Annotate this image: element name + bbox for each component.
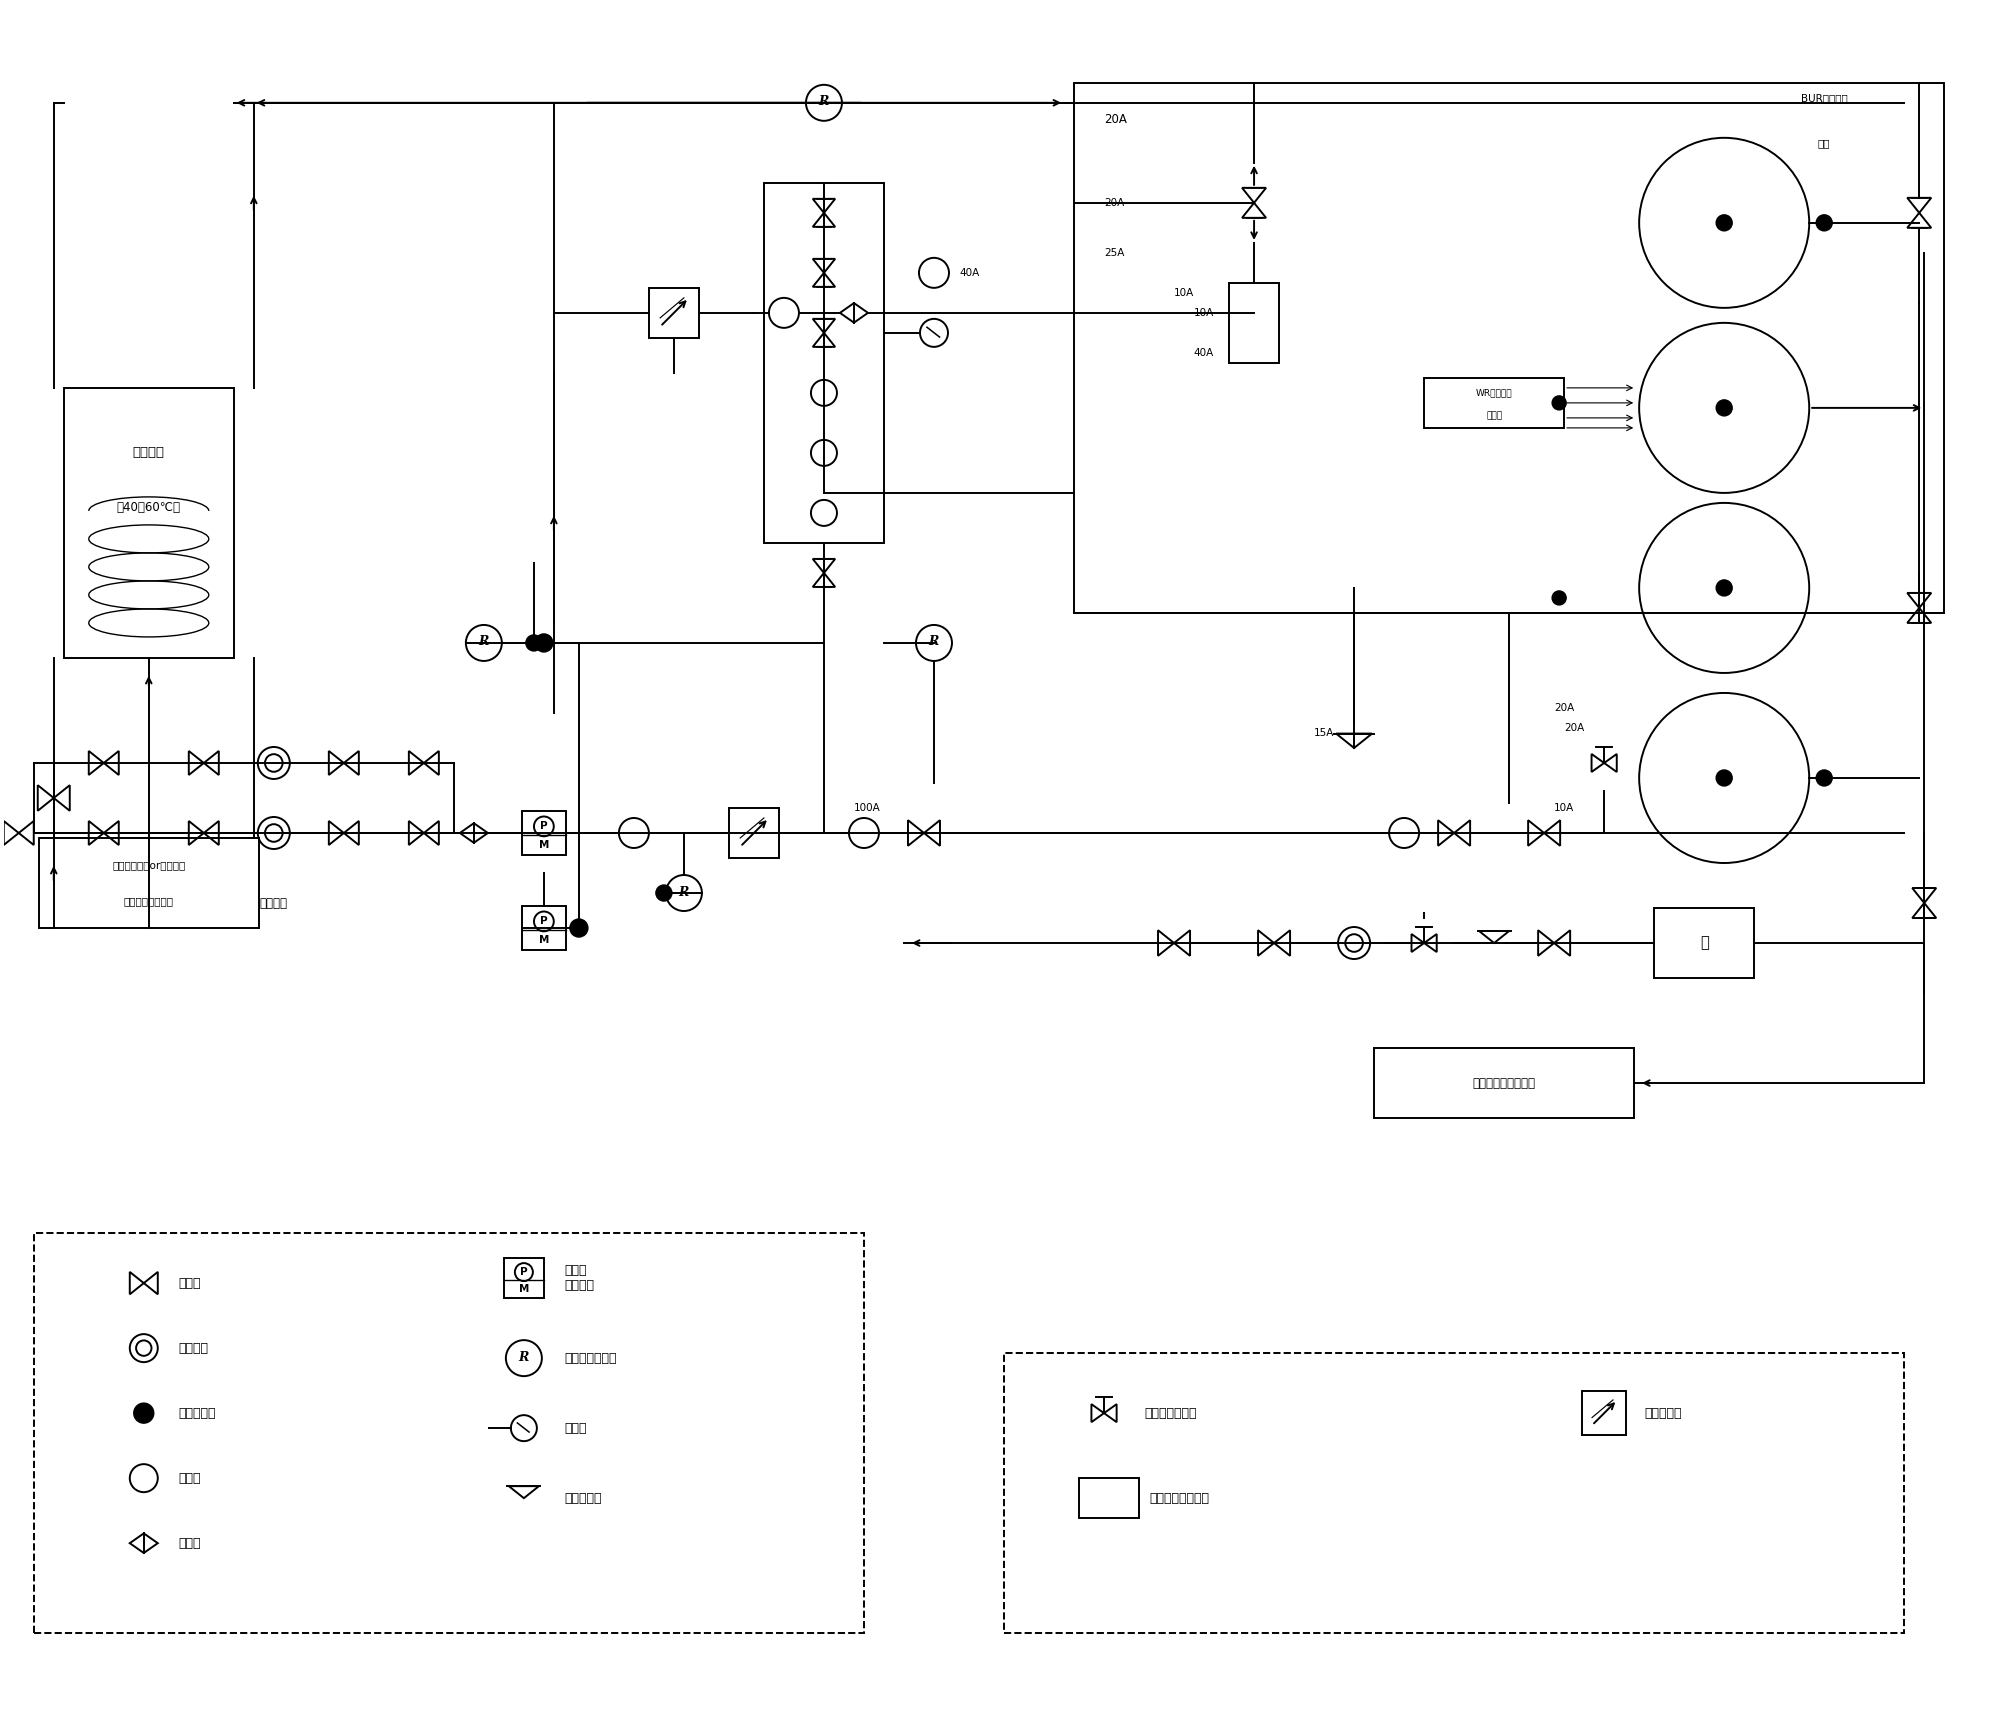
Text: 40A: 40A [959, 268, 979, 278]
Text: 20A: 20A [1104, 197, 1124, 208]
Circle shape [1716, 214, 1732, 232]
Circle shape [1814, 770, 1830, 786]
Text: ピストンバルブ: ピストンバルブ [1144, 1407, 1196, 1419]
Bar [34, 1234, 863, 1634]
Text: 調節バルブ: 調節バルブ [564, 1491, 600, 1505]
Bar [1228, 283, 1278, 362]
Bar [1654, 908, 1754, 978]
Text: 10A: 10A [1553, 803, 1573, 813]
Circle shape [1551, 396, 1565, 410]
Text: R: R [929, 635, 939, 649]
Circle shape [1814, 214, 1830, 232]
Bar [38, 837, 259, 928]
Circle shape [526, 635, 542, 650]
Bar [522, 812, 566, 855]
Bar [1373, 1048, 1634, 1119]
Circle shape [656, 885, 672, 901]
Text: 20A: 20A [1563, 722, 1584, 733]
Bar [1423, 378, 1563, 427]
Text: 加熱ヒーターor蒸気配管: 加熱ヒーターor蒸気配管 [112, 860, 185, 870]
Text: 10A: 10A [1194, 307, 1214, 317]
Text: P: P [540, 820, 548, 831]
Text: フラッシング用蒸気: フラッシング用蒸気 [1471, 1076, 1535, 1090]
Bar [1078, 1477, 1138, 1519]
Bar [763, 184, 883, 542]
Text: （40〜60℃）: （40〜60℃） [116, 501, 181, 515]
Text: フィルタ: フィルタ [179, 1342, 209, 1354]
Text: BURセンター: BURセンター [1800, 93, 1846, 103]
Text: WRセンター: WRセンター [1475, 388, 1511, 398]
Circle shape [1716, 400, 1732, 415]
Text: レリーフバルブ: レリーフバルブ [564, 1352, 616, 1364]
Bar [648, 288, 698, 338]
Text: R: R [478, 635, 490, 649]
Text: フィルタ: フィルタ [259, 896, 287, 909]
Text: P: P [520, 1266, 528, 1277]
Circle shape [134, 1404, 155, 1423]
Text: 100A: 100A [853, 803, 881, 813]
Text: ３方電磁弁: ３方電磁弁 [1644, 1407, 1680, 1419]
Circle shape [570, 920, 588, 937]
Text: 逆止弁: 逆止弁 [179, 1538, 201, 1550]
Text: M: M [538, 935, 548, 946]
Text: R: R [819, 96, 829, 108]
Text: P: P [540, 916, 548, 927]
Text: （粘度定常維持）: （粘度定常維持） [124, 896, 175, 906]
Bar [522, 906, 566, 951]
Text: 40A: 40A [1194, 348, 1214, 359]
Text: 塗布: 塗布 [1816, 137, 1830, 148]
Circle shape [534, 633, 552, 652]
Text: 20A: 20A [1553, 704, 1573, 712]
Bar [504, 1258, 544, 1297]
Text: 流量計: 流量計 [179, 1472, 201, 1484]
Text: 15A: 15A [1313, 728, 1333, 738]
Text: M: M [518, 1284, 528, 1294]
Bar [1074, 82, 1943, 613]
Text: バルブ: バルブ [179, 1277, 201, 1290]
Text: R: R [678, 885, 688, 899]
Text: 圧力計: 圧力計 [564, 1421, 586, 1435]
Circle shape [1716, 770, 1732, 786]
Bar [1004, 1354, 1903, 1634]
Text: 油タンク: 油タンク [132, 446, 165, 460]
Text: 25A: 25A [1104, 247, 1124, 257]
Text: 10A: 10A [1174, 288, 1194, 299]
Text: ジョイント: ジョイント [179, 1407, 217, 1419]
Circle shape [1716, 580, 1732, 595]
Text: 20A: 20A [1104, 113, 1126, 125]
Text: M: M [538, 841, 548, 849]
Text: ポンプ
モーター: ポンプ モーター [564, 1265, 594, 1292]
Circle shape [1551, 590, 1565, 606]
Text: エッジ: エッジ [1485, 412, 1501, 420]
Text: オリフィス混合器: オリフィス混合器 [1148, 1491, 1208, 1505]
Bar [1582, 1392, 1626, 1435]
Text: R: R [518, 1350, 528, 1364]
Text: 水: 水 [1700, 935, 1708, 951]
Bar [64, 388, 233, 657]
Bar [729, 808, 779, 858]
